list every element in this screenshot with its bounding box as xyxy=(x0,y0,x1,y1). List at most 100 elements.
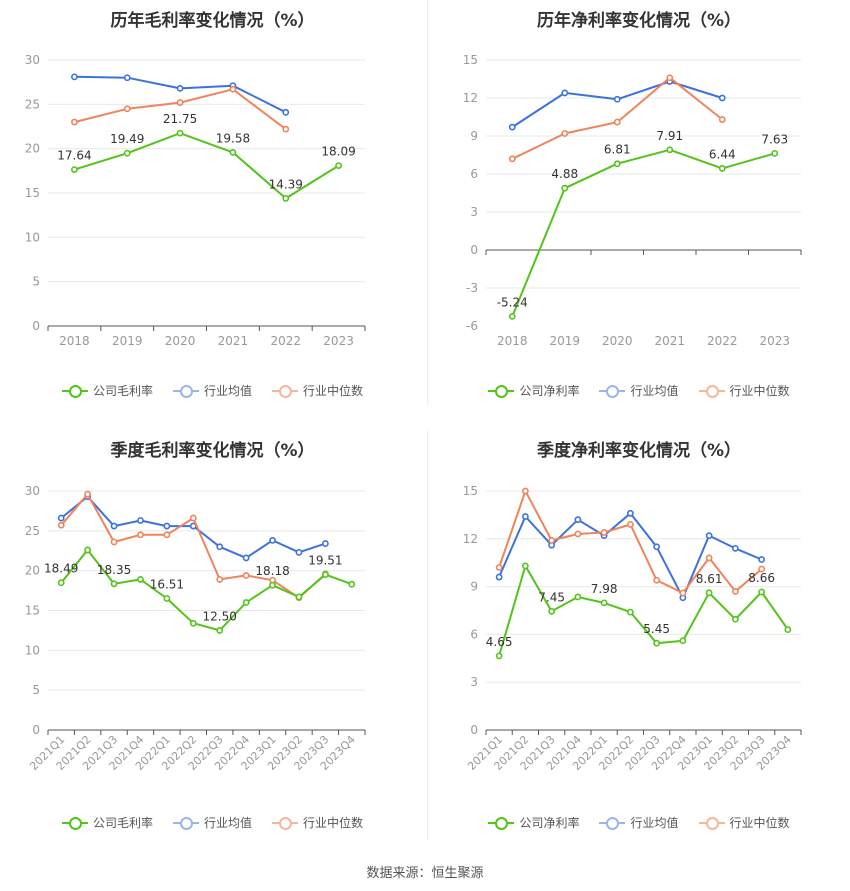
data-point xyxy=(679,637,687,645)
data-source-note: 数据来源：恒生聚源 xyxy=(366,866,484,881)
data-label: 17.64 xyxy=(57,149,91,163)
data-point xyxy=(176,129,184,137)
data-point xyxy=(548,536,556,544)
data-point xyxy=(137,517,144,524)
chart-title: 季度毛利率变化情况（%） xyxy=(110,441,315,461)
legend-item-avg[interactable]: 行业均值 xyxy=(172,382,252,399)
chart-plot: 0 5 10 15 20 25 30 2018 2019 2020 2021 2022 2023 17.6… xyxy=(25,53,366,348)
legend-label: 行业中位数 xyxy=(729,384,790,398)
legend-item-median[interactable]: 行业中位数 xyxy=(272,382,363,399)
x-tick-label: 2019 xyxy=(112,334,143,348)
chart-plot: 036912152021Q12021Q22021Q32021Q42022Q120… xyxy=(463,484,802,773)
data-point xyxy=(574,530,582,538)
data-point xyxy=(521,513,529,520)
data-point xyxy=(718,116,726,123)
data-point xyxy=(242,572,250,579)
chart-legend: 公司毛利率 行业均值 行业中位数 xyxy=(0,382,425,399)
y-tick-label: 12 xyxy=(463,91,478,105)
legend-marker-icon xyxy=(61,816,88,830)
legend-item-median[interactable]: 行业中位数 xyxy=(272,814,363,831)
data-point xyxy=(574,593,582,601)
data-point xyxy=(705,554,713,562)
y-tick-label: 3 xyxy=(470,205,478,219)
legend-label: 公司净利率 xyxy=(519,816,580,830)
legend-item-company[interactable]: 公司净利率 xyxy=(488,814,579,831)
y-tick-label: 5 xyxy=(32,683,40,697)
legend-item-avg[interactable]: 行业均值 xyxy=(172,814,252,831)
chart-title: 历年毛利率变化情况（%） xyxy=(110,11,315,31)
data-label: 18.49 xyxy=(44,562,78,576)
data-label: 19.49 xyxy=(110,132,144,146)
data-point xyxy=(495,573,503,581)
x-tick-label: 2023 xyxy=(323,334,354,348)
legend-item-company[interactable]: 公司净利率 xyxy=(488,382,579,399)
legend-item-median[interactable]: 行业中位数 xyxy=(698,814,790,831)
data-point xyxy=(176,84,184,92)
data-point xyxy=(771,149,779,157)
legend-label: 行业均值 xyxy=(203,816,252,830)
chart-legend: 公司净利率 行业均值 行业中位数 xyxy=(428,814,850,831)
data-point xyxy=(626,521,634,528)
data-point xyxy=(508,312,516,320)
data-point xyxy=(784,626,792,634)
chart-title: 季度净利率变化情况（%） xyxy=(536,441,742,461)
legend-item-company[interactable]: 公司毛利率 xyxy=(61,382,153,399)
legend-item-avg[interactable]: 行业均值 xyxy=(599,382,679,399)
data-label: 4.65 xyxy=(486,635,513,649)
data-label: 8.66 xyxy=(748,571,775,585)
data-point xyxy=(163,531,171,539)
data-point xyxy=(731,615,739,623)
data-point xyxy=(521,487,529,495)
legend-item-company[interactable]: 公司毛利率 xyxy=(61,814,153,831)
data-point xyxy=(282,195,290,202)
data-label: 19.58 xyxy=(216,131,250,145)
data-point xyxy=(57,579,65,587)
data-point xyxy=(613,118,621,126)
data-point xyxy=(561,130,569,137)
y-tick-label: 10 xyxy=(25,643,40,657)
legend-label: 行业均值 xyxy=(203,384,252,398)
data-point xyxy=(110,580,118,588)
data-label: 18.09 xyxy=(321,145,355,159)
y-tick-label: 5 xyxy=(32,275,40,289)
y-tick-label: 15 xyxy=(463,53,478,67)
data-point xyxy=(653,576,661,584)
data-point xyxy=(216,543,224,551)
legend-marker-icon xyxy=(172,816,199,830)
panel-divider-top xyxy=(427,0,428,405)
legend-label: 行业中位数 xyxy=(729,816,790,830)
series-line xyxy=(498,564,789,657)
legend-marker-icon xyxy=(272,816,298,830)
data-label: 5.45 xyxy=(643,622,670,636)
data-label: 6.44 xyxy=(709,147,736,161)
legend-marker-icon xyxy=(599,384,626,398)
data-point xyxy=(613,95,621,103)
data-point xyxy=(731,587,739,595)
data-label: 18.18 xyxy=(255,564,289,578)
legend-item-avg[interactable]: 行业均值 xyxy=(599,814,679,831)
data-point xyxy=(653,639,661,647)
data-point xyxy=(508,155,516,163)
data-label: 4.88 xyxy=(551,167,578,181)
data-label: 8.61 xyxy=(696,572,723,586)
data-point xyxy=(718,165,726,172)
y-tick-label: -3 xyxy=(466,281,478,295)
data-label: -5.24 xyxy=(497,295,528,309)
data-point xyxy=(137,531,144,539)
series-line xyxy=(60,549,353,632)
panel-divider-bottom xyxy=(427,430,428,840)
data-label: 14.39 xyxy=(269,177,303,191)
data-point xyxy=(613,160,621,168)
y-tick-label: 15 xyxy=(463,484,478,498)
chart-title: 历年净利率变化情况（%） xyxy=(536,11,742,31)
data-point xyxy=(71,166,78,173)
data-label: 18.35 xyxy=(97,563,131,577)
legend-item-median[interactable]: 行业中位数 xyxy=(698,382,790,399)
y-tick-label: 10 xyxy=(25,230,40,244)
chart-plot: -6 -3 0 3 6 9 12 15 2018 2019 2020 2021 2022 2023 -5.2… xyxy=(463,53,802,348)
data-point xyxy=(71,118,78,126)
data-point xyxy=(189,514,197,522)
data-point xyxy=(123,149,131,157)
data-point xyxy=(229,85,237,93)
data-point xyxy=(176,99,184,106)
